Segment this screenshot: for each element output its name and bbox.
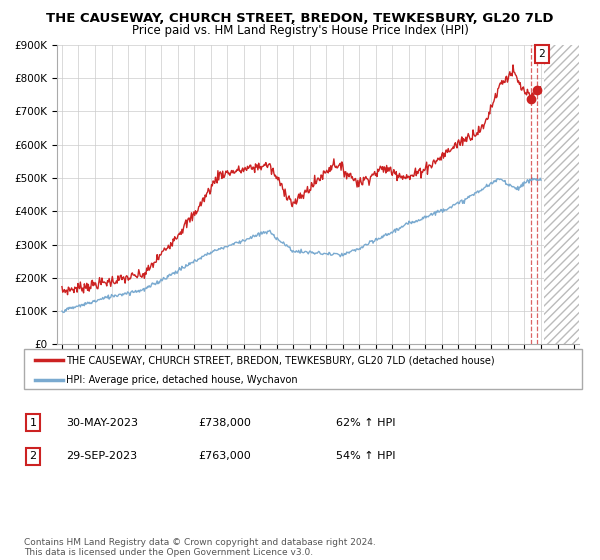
FancyBboxPatch shape <box>24 349 582 389</box>
Text: THE CAUSEWAY, CHURCH STREET, BREDON, TEWKESBURY, GL20 7LD (detached house): THE CAUSEWAY, CHURCH STREET, BREDON, TEW… <box>66 355 494 365</box>
Text: HPI: Average price, detached house, Wychavon: HPI: Average price, detached house, Wych… <box>66 375 298 385</box>
Text: 2: 2 <box>538 49 545 59</box>
Text: THE CAUSEWAY, CHURCH STREET, BREDON, TEWKESBURY, GL20 7LD: THE CAUSEWAY, CHURCH STREET, BREDON, TEW… <box>46 12 554 25</box>
Text: 54% ↑ HPI: 54% ↑ HPI <box>336 451 395 461</box>
Text: £763,000: £763,000 <box>198 451 251 461</box>
Text: £738,000: £738,000 <box>198 418 251 428</box>
Text: Contains HM Land Registry data © Crown copyright and database right 2024.
This d: Contains HM Land Registry data © Crown c… <box>24 538 376 557</box>
Text: 62% ↑ HPI: 62% ↑ HPI <box>336 418 395 428</box>
Bar <box>544 45 579 344</box>
Text: 29-SEP-2023: 29-SEP-2023 <box>66 451 137 461</box>
Text: 2: 2 <box>29 451 37 461</box>
Text: Price paid vs. HM Land Registry's House Price Index (HPI): Price paid vs. HM Land Registry's House … <box>131 24 469 36</box>
Text: 1: 1 <box>29 418 37 428</box>
Text: 30-MAY-2023: 30-MAY-2023 <box>66 418 138 428</box>
